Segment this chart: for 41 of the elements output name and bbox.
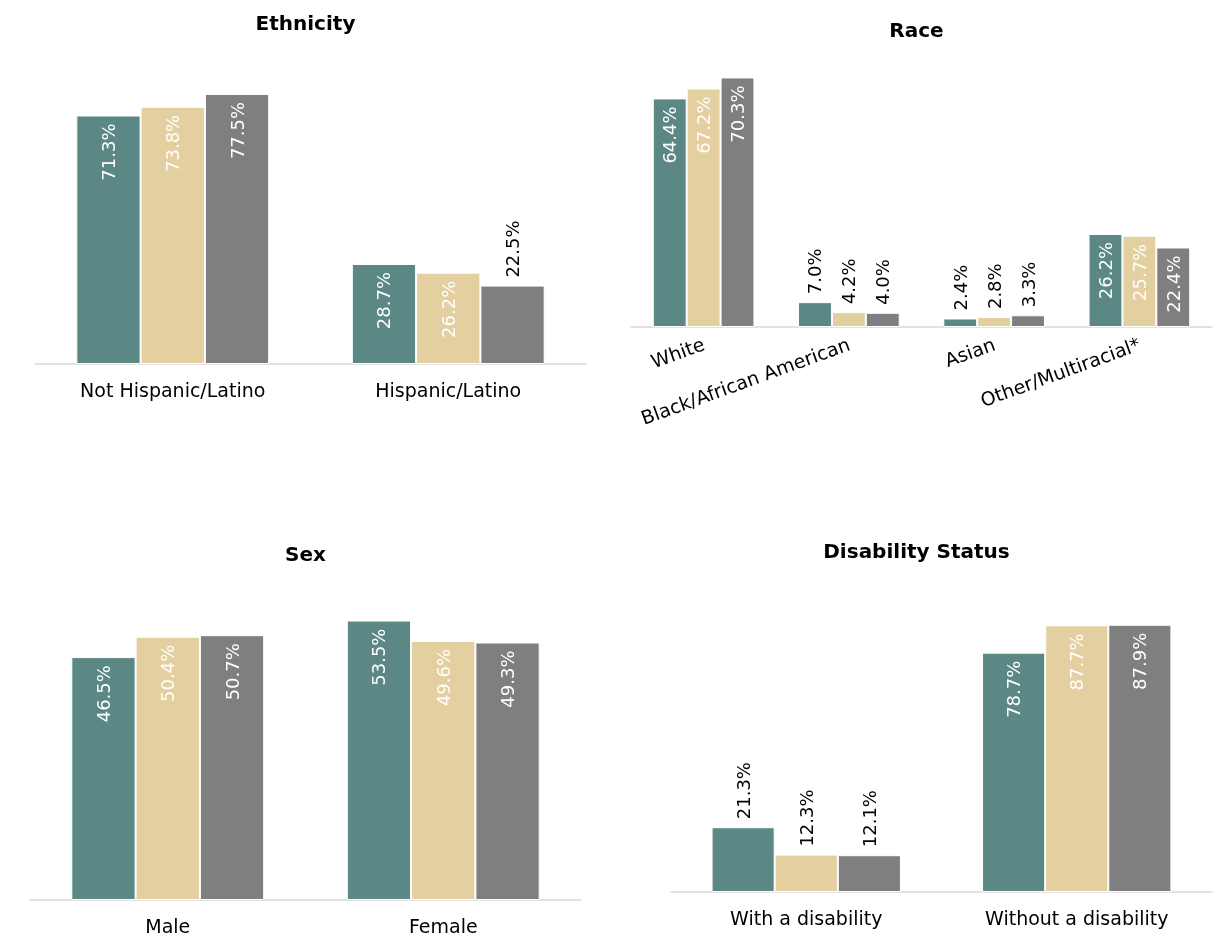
data-label: 49.6% <box>432 648 454 707</box>
data-label: 73.8% <box>162 114 184 172</box>
data-label: 4.0% <box>872 259 894 305</box>
data-label: 87.9% <box>1129 632 1151 690</box>
data-label: 2.4% <box>949 264 971 311</box>
data-label: 26.2% <box>437 280 459 338</box>
x-tick-label: Not Hispanic/Latino <box>80 378 266 401</box>
data-label: 22.4% <box>1162 255 1184 313</box>
data-label: 71.3% <box>97 123 119 181</box>
x-tick-label: Male <box>145 914 191 937</box>
data-label: 26.2% <box>1094 242 1116 300</box>
data-label: 4.2% <box>838 258 860 305</box>
data-label: 7.0% <box>804 248 826 295</box>
chart-title: Ethnicity <box>255 11 356 35</box>
data-label: 77.5% <box>226 101 248 160</box>
data-label: 12.3% <box>795 789 817 847</box>
data-label: 28.7% <box>373 271 395 330</box>
data-label: 50.4% <box>157 644 179 702</box>
x-tick-label: Without a disability <box>985 906 1169 929</box>
data-label: 12.1% <box>858 790 880 848</box>
data-label: 64.4% <box>659 106 681 164</box>
data-label: 50.7% <box>221 643 243 701</box>
data-label: 46.5% <box>92 665 114 723</box>
data-label: 87.7% <box>1066 633 1088 691</box>
chart-title: Sex <box>285 542 327 566</box>
chart-title: Disability Status <box>823 539 1010 563</box>
data-label: 53.5% <box>368 628 390 686</box>
data-label: 22.5% <box>502 220 524 278</box>
data-label: 67.2% <box>693 96 715 154</box>
data-label: 3.3% <box>1017 261 1039 308</box>
x-tick-label: Female <box>408 914 478 937</box>
chart-title: Race <box>889 18 944 42</box>
data-label: 2.8% <box>983 263 1005 310</box>
x-tick-label: With a disability <box>730 906 883 929</box>
x-tick-label: White <box>647 332 708 373</box>
data-label: 25.7% <box>1128 243 1150 301</box>
x-tick-label: Hispanic/Latino <box>375 378 522 401</box>
data-label: 70.3% <box>727 85 749 143</box>
data-label: 49.3% <box>497 650 519 708</box>
data-label: 21.3% <box>732 762 754 820</box>
data-label: 78.7% <box>1003 660 1025 718</box>
